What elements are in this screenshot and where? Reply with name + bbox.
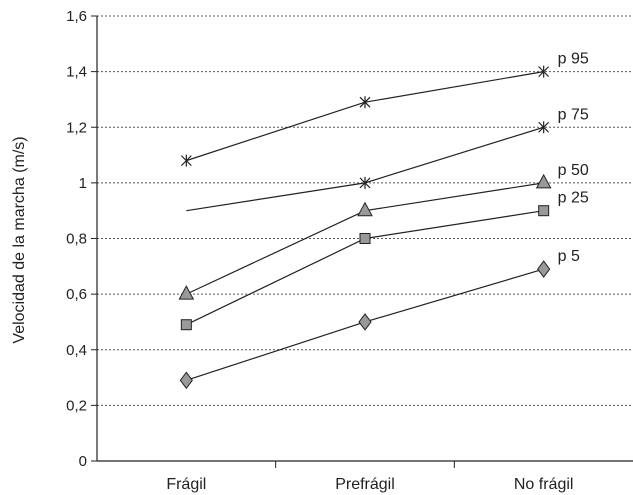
y-tick-label: 0,8 (66, 231, 87, 248)
star-marker (359, 96, 371, 109)
y-tick-label: 0,2 (66, 397, 87, 414)
axes: 0 0,2 0,4 0,6 0,8 1 1,2 1,4 1,6 Frágil Prefrágil No… (66, 8, 633, 493)
series-line (186, 126, 544, 212)
series-label: p 5 (558, 248, 580, 265)
series-line (186, 71, 544, 162)
y-tick-label: 1,4 (66, 64, 87, 81)
y-tick-label: 1,2 (66, 119, 87, 136)
star-marker (538, 65, 550, 78)
series-markers (178, 65, 552, 390)
triangle-marker (178, 285, 195, 300)
x-category-label: Frágil (166, 476, 206, 493)
series-label: p 95 (558, 51, 589, 68)
diamond-marker (179, 371, 193, 390)
series-lines (186, 71, 544, 381)
triangle-marker (357, 201, 373, 217)
y-tick-label: 0 (79, 453, 87, 470)
y-tick-label: 0,4 (66, 342, 87, 359)
series-label: p 25 (558, 190, 589, 207)
star-marker (538, 121, 550, 134)
series-line (186, 210, 544, 326)
diamond-marker (358, 313, 372, 331)
square-marker (538, 205, 550, 217)
triangle-marker (535, 173, 552, 189)
square-marker (180, 319, 192, 331)
y-axis-title: Velocidad de la marcha (m/s) (11, 136, 28, 343)
y-tick-label: 1 (79, 175, 87, 192)
series-label: p 50 (558, 162, 589, 179)
x-category-label: Prefrágil (335, 476, 395, 493)
y-tick-label: 1,6 (66, 8, 87, 25)
y-tick-label: 0,6 (66, 286, 87, 303)
diamond-marker (537, 260, 551, 278)
labels: p 95 p 75 p 50 p 25 p 5 (558, 51, 589, 265)
square-marker (359, 233, 371, 244)
series-label: p 75 (558, 106, 589, 123)
star-marker (359, 176, 371, 189)
x-category-label: No frágil (514, 476, 574, 493)
star-marker (180, 154, 192, 167)
